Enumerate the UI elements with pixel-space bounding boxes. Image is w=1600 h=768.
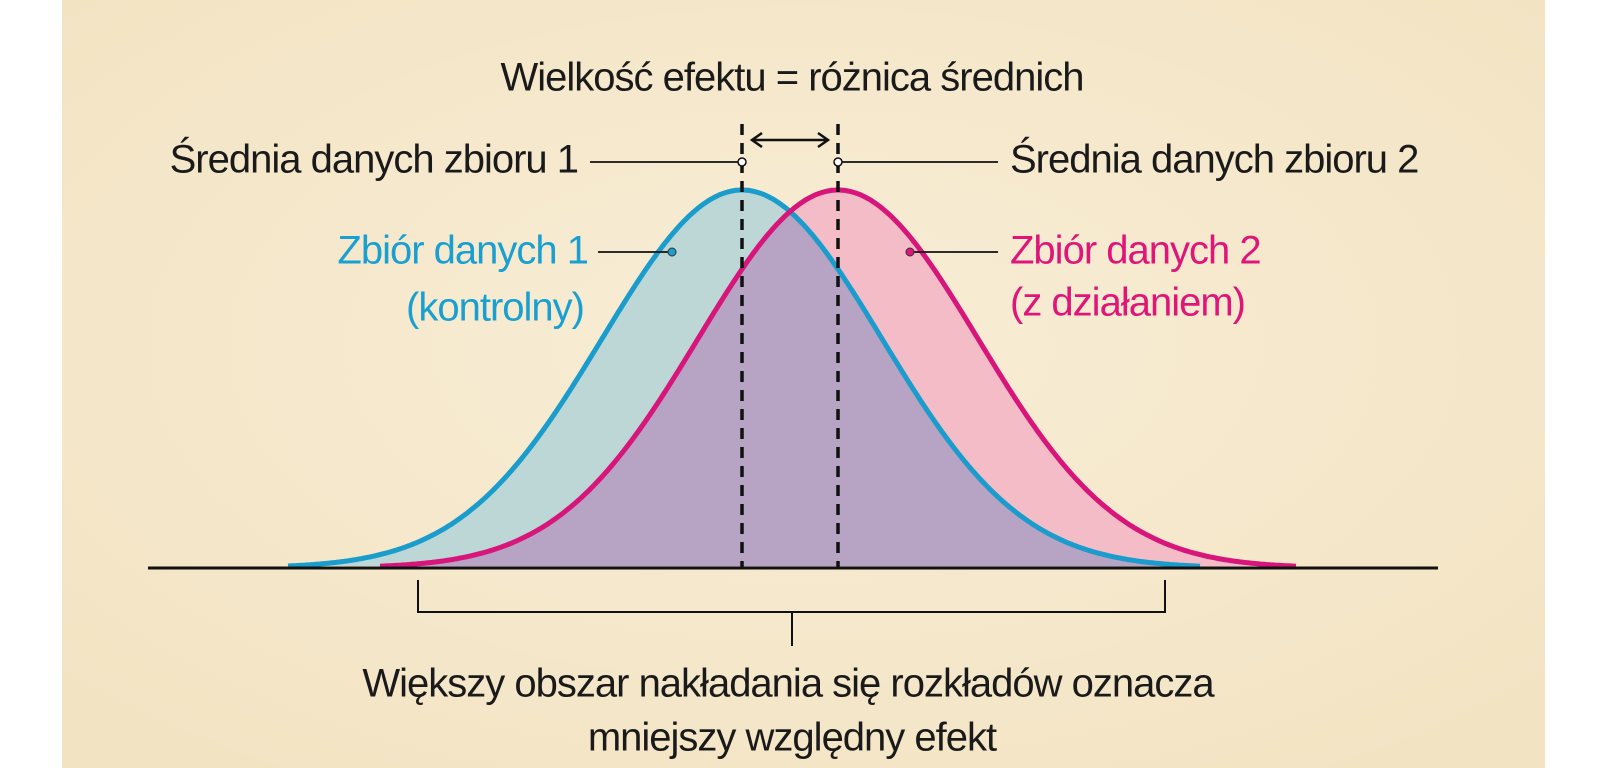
dataset-note-1: (kontrolny)	[406, 286, 584, 330]
overlap	[380, 211, 1200, 567]
caption-line-1: Większy obszar nakładania się rozkładów …	[362, 662, 1215, 706]
difference-arrow	[749, 131, 831, 149]
curve-dot-1	[667, 247, 677, 257]
mean-label-1: Średnia danych zbioru 1	[170, 136, 578, 182]
dataset-name-2: Zbiór danych 2	[1010, 229, 1261, 273]
mean-dot-2	[833, 157, 843, 167]
dataset-note-2: (z działaniem)	[1010, 281, 1245, 325]
curve-1	[287, 187, 1201, 569]
mean-dot-1	[737, 157, 747, 167]
leaders	[590, 161, 998, 253]
title: Wielkość efektu = różnica średnich	[501, 56, 1084, 100]
mean-label-2: Średnia danych zbioru 2	[1010, 136, 1418, 182]
curve-dot-2	[905, 247, 915, 257]
dataset-name-1: Zbiór danych 1	[337, 229, 588, 273]
caption-line-2: mniejszy względny efekt	[588, 716, 997, 760]
